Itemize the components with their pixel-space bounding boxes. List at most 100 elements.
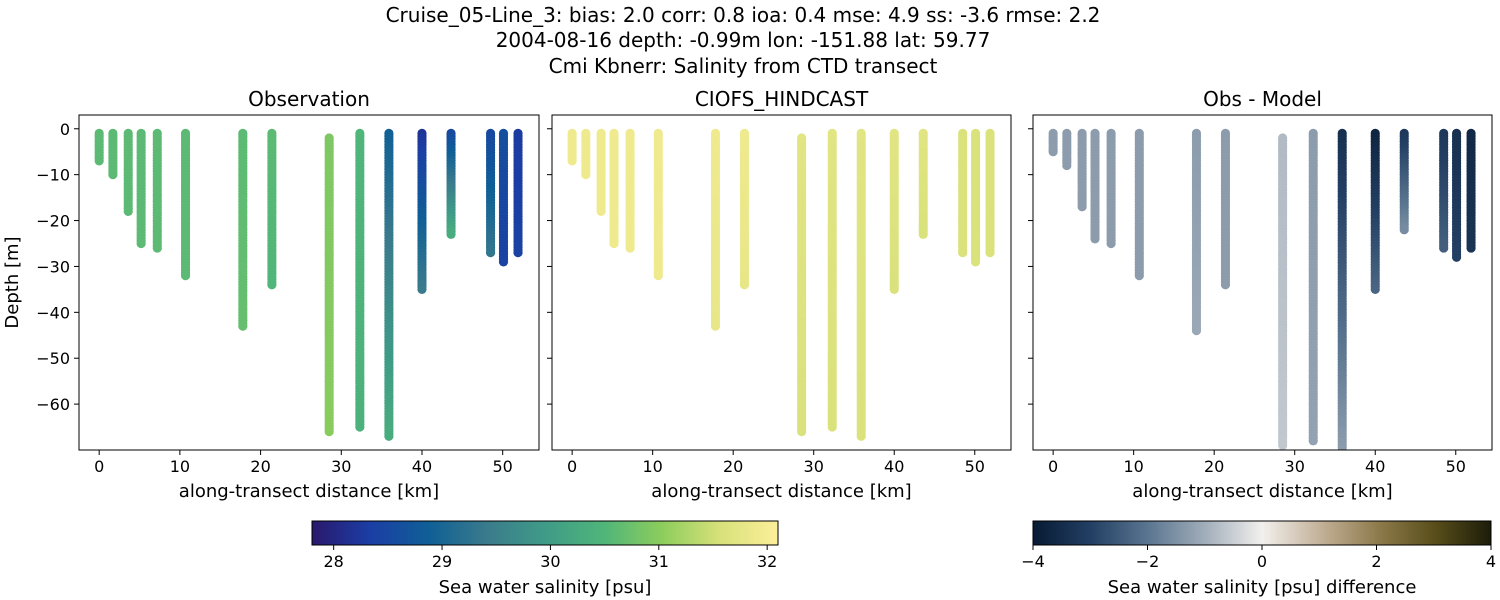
data-point bbox=[417, 284, 427, 294]
panel-3-frame bbox=[1032, 114, 1493, 451]
data-point bbox=[152, 243, 162, 253]
y-tick-label: 0 bbox=[60, 120, 70, 139]
data-point bbox=[856, 431, 866, 441]
panel-2: CIOFS_HINDCAST 0 10 20 30 40 50 along-transect … bbox=[547, 87, 1012, 502]
data-point bbox=[985, 248, 995, 258]
panel-3-title: Obs - Model bbox=[1203, 87, 1322, 111]
colorbar-tick-label: 2 bbox=[1371, 552, 1381, 571]
data-point bbox=[446, 229, 456, 239]
panel-1-points bbox=[94, 128, 523, 441]
data-point bbox=[1278, 440, 1288, 450]
data-point bbox=[324, 427, 334, 437]
data-point bbox=[1048, 147, 1058, 157]
x-tick-label: 50 bbox=[965, 457, 985, 476]
colorbar-tick-label: 28 bbox=[323, 552, 343, 571]
y-tick-label: −10 bbox=[36, 166, 70, 185]
data-point bbox=[267, 280, 277, 290]
x-tick-label: 10 bbox=[642, 457, 662, 476]
x-tick-label: 50 bbox=[1446, 457, 1466, 476]
data-point bbox=[94, 156, 104, 166]
colorbar-gradient bbox=[1033, 521, 1491, 545]
colorbar-tick-label: 29 bbox=[432, 552, 452, 571]
salinity-colorbar: 28 29 30 31 32 bbox=[311, 520, 779, 571]
y-tick-label: −20 bbox=[36, 212, 70, 231]
data-point bbox=[958, 248, 968, 258]
data-point bbox=[513, 248, 523, 258]
x-tick-label: 30 bbox=[331, 457, 351, 476]
panel-1-frame bbox=[78, 114, 540, 451]
panel-2-points bbox=[567, 128, 995, 441]
panel-3-points bbox=[1048, 128, 1476, 450]
panel-2-xlabel: along-transect distance [km] bbox=[651, 481, 911, 502]
colorbar-tick-label: 0 bbox=[1257, 552, 1267, 571]
colorbar-tick-label: −2 bbox=[1136, 552, 1160, 571]
x-tick-label: 20 bbox=[723, 457, 743, 476]
data-point bbox=[970, 257, 981, 267]
panel-3-xlabel: along-transect distance [km] bbox=[1132, 481, 1392, 502]
data-point bbox=[827, 422, 837, 432]
data-point bbox=[355, 422, 365, 432]
colorbar-tick-label: −4 bbox=[1021, 552, 1045, 571]
x-tick-label: 30 bbox=[1285, 457, 1305, 476]
x-tick-label: 40 bbox=[412, 457, 432, 476]
data-point bbox=[498, 257, 509, 267]
data-point bbox=[123, 206, 133, 216]
data-point bbox=[108, 170, 118, 180]
data-point bbox=[797, 427, 807, 437]
data-point bbox=[1451, 252, 1462, 262]
x-tick-label: 30 bbox=[804, 457, 824, 476]
data-point bbox=[1439, 243, 1449, 253]
colorbar-gradient bbox=[312, 521, 778, 545]
data-point bbox=[918, 229, 928, 239]
data-point bbox=[1220, 280, 1231, 290]
panel-1: Observation 0 10 20 30 40 50 0 −10 −20 −30 −40 −50 −6… bbox=[2, 87, 540, 502]
data-point bbox=[136, 238, 146, 249]
data-point bbox=[1134, 271, 1144, 281]
panel-1-title: Observation bbox=[248, 87, 370, 111]
data-point bbox=[1106, 238, 1116, 249]
x-tick-label: 20 bbox=[250, 457, 270, 476]
data-point bbox=[1370, 284, 1380, 294]
figure-title-line-3: Cmi Kbnerr: Salinity from CTD transect bbox=[549, 54, 938, 78]
panel-2-frame bbox=[551, 114, 1012, 451]
data-point bbox=[1062, 160, 1072, 171]
panel-1-ylabel: Depth [m] bbox=[2, 236, 23, 328]
data-point bbox=[384, 431, 394, 441]
data-point bbox=[1191, 326, 1202, 336]
y-tick-label: −30 bbox=[36, 257, 70, 276]
x-tick-label: 10 bbox=[170, 457, 190, 476]
data-point bbox=[1337, 445, 1347, 450]
data-point bbox=[1308, 436, 1318, 446]
x-tick-label: 20 bbox=[1204, 457, 1224, 476]
data-point bbox=[238, 321, 248, 331]
x-tick-label: 0 bbox=[94, 457, 104, 476]
difference-colorbar-label: Sea water salinity [psu] difference bbox=[1108, 577, 1417, 598]
x-tick-label: 40 bbox=[884, 457, 904, 476]
figure-title-line-2: 2004-08-16 depth: -0.99m lon: -151.88 la… bbox=[496, 28, 991, 52]
data-point bbox=[596, 206, 606, 216]
x-tick-label: 40 bbox=[1365, 457, 1385, 476]
panel-3: Obs - Model 0 10 20 30 40 50 along-transect dis… bbox=[1028, 87, 1493, 502]
x-tick-label: 10 bbox=[1123, 457, 1143, 476]
panels: Observation 0 10 20 30 40 50 0 −10 −20 −30 −40 −50 −6… bbox=[2, 87, 1493, 502]
colorbar-frame bbox=[311, 520, 779, 546]
y-tick-label: −60 bbox=[36, 395, 70, 414]
y-tick-label: −50 bbox=[36, 349, 70, 368]
data-point bbox=[581, 170, 591, 180]
data-point bbox=[710, 321, 721, 331]
panel-2-title: CIOFS_HINDCAST bbox=[695, 87, 869, 111]
data-point bbox=[889, 284, 899, 294]
data-point bbox=[653, 271, 663, 281]
data-point bbox=[609, 238, 619, 249]
x-tick-label: 0 bbox=[1048, 457, 1058, 476]
data-point bbox=[739, 280, 750, 290]
colorbar-tick-label: 32 bbox=[757, 552, 777, 571]
data-point bbox=[1077, 202, 1087, 212]
data-point bbox=[485, 248, 496, 258]
data-point bbox=[1090, 234, 1100, 244]
data-point bbox=[625, 243, 635, 253]
salinity-colorbar-label: Sea water salinity [psu] bbox=[439, 577, 652, 598]
x-tick-label: 50 bbox=[493, 457, 513, 476]
colorbar-tick-label: 4 bbox=[1486, 552, 1496, 571]
difference-colorbar: −4 −2 0 2 4 bbox=[1021, 520, 1496, 571]
